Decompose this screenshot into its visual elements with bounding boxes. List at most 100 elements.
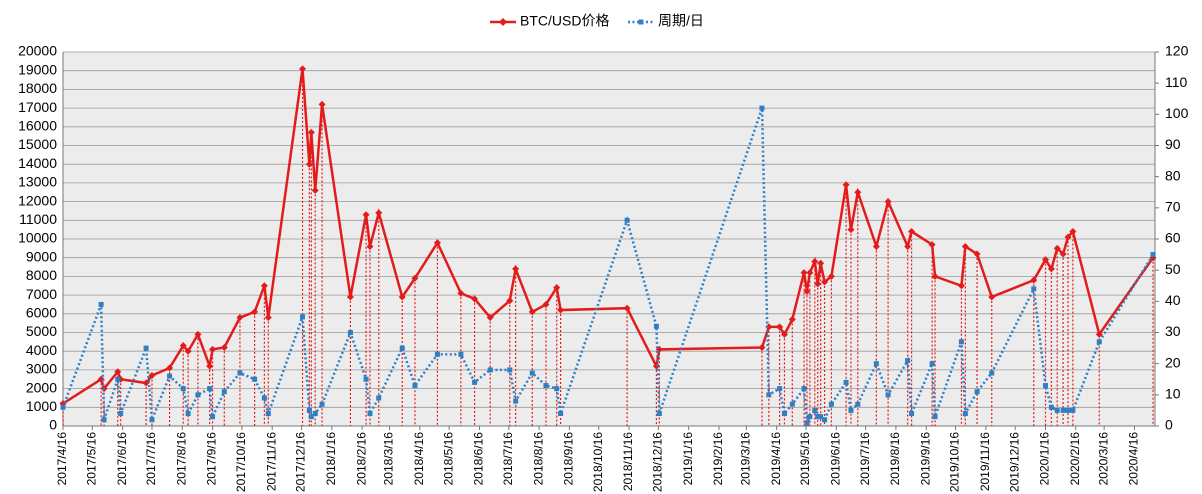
point-marker bbox=[803, 287, 811, 295]
point-marker bbox=[251, 308, 259, 316]
point-marker bbox=[557, 306, 565, 314]
point-marker bbox=[854, 188, 862, 196]
point-marker bbox=[653, 323, 659, 329]
point-marker bbox=[528, 308, 536, 316]
y-tick-label: 11000 bbox=[19, 211, 57, 227]
x-tick-label: 2018/8/16 bbox=[531, 432, 545, 486]
y-tick-label: 9000 bbox=[26, 248, 57, 264]
point-marker bbox=[60, 404, 66, 410]
point-marker bbox=[766, 392, 772, 398]
y2-tick-label: 10 bbox=[1165, 386, 1181, 402]
point-marker bbox=[807, 414, 813, 420]
point-marker bbox=[311, 186, 319, 194]
point-marker bbox=[1054, 407, 1060, 413]
x-tick-label: 2017/10/16 bbox=[234, 432, 248, 492]
point-marker bbox=[318, 100, 326, 108]
point-marker bbox=[623, 304, 631, 312]
y-tick-label: 8000 bbox=[26, 267, 57, 283]
point-marker bbox=[884, 198, 892, 206]
point-marker bbox=[1059, 250, 1067, 258]
point-marker bbox=[908, 228, 916, 236]
point-marker bbox=[957, 282, 965, 290]
point-marker bbox=[195, 392, 201, 398]
point-marker bbox=[472, 379, 478, 385]
legend-label: BTC/USD价格 bbox=[520, 13, 609, 29]
point-marker bbox=[542, 300, 550, 308]
point-marker bbox=[236, 314, 244, 322]
x-tick-label: 2018/9/16 bbox=[562, 432, 576, 486]
y2-tick-label: 90 bbox=[1165, 136, 1181, 152]
point-marker bbox=[973, 250, 981, 258]
point-marker bbox=[931, 272, 939, 280]
x-tick-label: 2019/9/16 bbox=[918, 432, 932, 486]
point-marker bbox=[185, 411, 191, 417]
point-marker bbox=[206, 362, 214, 370]
x-tick-label: 2019/8/16 bbox=[888, 432, 902, 486]
point-marker bbox=[375, 209, 383, 217]
point-marker bbox=[929, 361, 935, 367]
point-marker bbox=[932, 414, 938, 420]
x-tick-label: 2017/5/16 bbox=[85, 432, 99, 486]
y2-tick-label: 110 bbox=[1165, 74, 1188, 90]
x-tick-label: 2018/6/16 bbox=[472, 432, 486, 486]
point-marker bbox=[656, 411, 662, 417]
y-tick-label: 18000 bbox=[18, 80, 57, 96]
point-marker bbox=[806, 269, 814, 277]
point-marker bbox=[458, 351, 464, 357]
point-marker bbox=[758, 343, 766, 351]
y-tick-label: 2000 bbox=[26, 379, 57, 395]
point-marker bbox=[1095, 330, 1103, 338]
point-marker bbox=[308, 414, 314, 420]
point-marker bbox=[346, 293, 354, 301]
x-tick-label: 2017/9/16 bbox=[205, 432, 219, 486]
point-marker bbox=[149, 417, 155, 423]
point-marker bbox=[804, 420, 810, 426]
y-tick-label: 20000 bbox=[18, 43, 57, 59]
legend-label: 周期/日 bbox=[658, 13, 704, 29]
point-marker bbox=[1096, 339, 1102, 345]
point-marker bbox=[843, 379, 849, 385]
point-marker bbox=[1064, 233, 1072, 241]
y-tick-label: 10000 bbox=[18, 230, 57, 246]
point-marker bbox=[319, 401, 325, 407]
point-marker bbox=[821, 278, 829, 286]
point-marker bbox=[1069, 228, 1077, 236]
x-tick-label: 2017/8/16 bbox=[174, 432, 188, 486]
point-marker bbox=[362, 211, 370, 219]
point-marker bbox=[1048, 404, 1054, 410]
point-marker bbox=[306, 407, 312, 413]
point-marker bbox=[554, 386, 560, 392]
point-marker bbox=[220, 343, 228, 351]
x-tick-label: 2019/12/16 bbox=[1007, 432, 1021, 492]
point-marker bbox=[411, 274, 419, 282]
point-marker bbox=[1053, 244, 1061, 252]
y2-tick-label: 20 bbox=[1165, 354, 1181, 370]
point-marker bbox=[801, 386, 807, 392]
point-marker bbox=[507, 367, 513, 373]
x-tick-label: 2018/11/16 bbox=[621, 432, 635, 491]
y-tick-label: 3000 bbox=[26, 361, 57, 377]
x-tick-label: 2018/5/16 bbox=[441, 432, 455, 486]
x-tick-label: 2018/3/16 bbox=[382, 432, 396, 486]
point-marker bbox=[822, 417, 828, 423]
point-marker bbox=[529, 370, 535, 376]
point-marker bbox=[800, 269, 808, 277]
point-marker bbox=[399, 345, 405, 351]
point-marker bbox=[299, 65, 307, 73]
y-tick-label: 12000 bbox=[18, 192, 57, 208]
point-marker bbox=[961, 242, 969, 250]
point-marker bbox=[412, 382, 418, 388]
point-marker bbox=[221, 389, 227, 395]
point-marker bbox=[885, 392, 891, 398]
point-marker bbox=[207, 386, 213, 392]
point-marker bbox=[101, 417, 107, 423]
x-tick-label: 2019/2/16 bbox=[711, 432, 725, 486]
point-marker bbox=[486, 314, 494, 322]
y-tick-label: 19000 bbox=[18, 61, 57, 77]
point-marker bbox=[1030, 276, 1038, 284]
point-marker bbox=[312, 411, 318, 417]
point-marker bbox=[848, 407, 854, 413]
y-tick-label: 17000 bbox=[18, 99, 57, 115]
point-marker bbox=[210, 414, 216, 420]
